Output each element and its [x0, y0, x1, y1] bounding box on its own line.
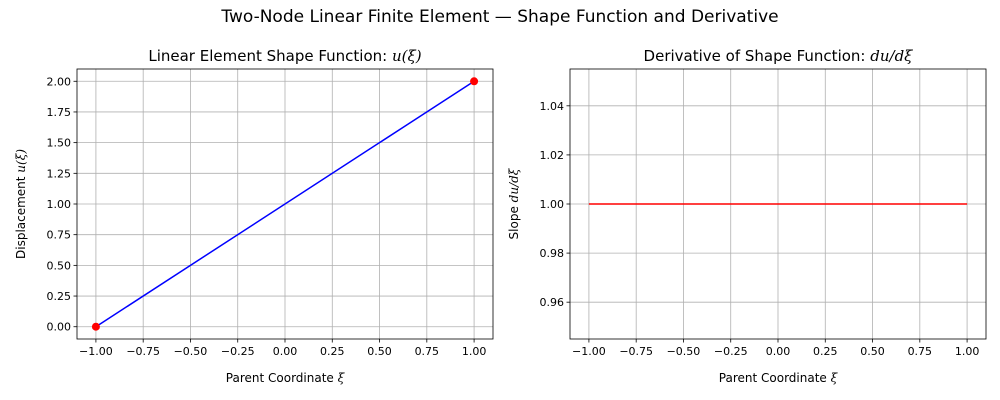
shape-series-1-marker-0: [91, 322, 100, 331]
deriv-x-axis-label: Parent Coordinate ξ: [719, 371, 839, 385]
shape-x-tick-label-6: 0.50: [367, 345, 392, 358]
chart-panel-shape-function: −1.00 −0.75 −0.50 −0.25 0.00 0.25 0.50 0.75 1.00…: [14, 47, 494, 385]
deriv-y-tick-label-4: 1.04: [540, 100, 565, 113]
figure-suptitle: Two-Node Linear Finite Element — Shape F…: [220, 7, 778, 27]
shape-x-tick-label-8: 1.00: [462, 345, 487, 358]
deriv-x-axis-label-math: ξ: [831, 371, 839, 385]
shape-series-0-line: [95, 80, 475, 328]
shape-y-tick-label-2: 0.50: [47, 259, 72, 272]
shape-x-tick-label-1: −0.75: [126, 345, 160, 358]
shape-y-tick-label-7: 1.75: [47, 106, 72, 119]
deriv-x-tick-label-7: 0.75: [908, 345, 933, 358]
shape-y-tick-label-4: 1.00: [47, 198, 72, 211]
shape-chart-title-text: Linear Element Shape Function:: [148, 47, 392, 65]
shape-y-axis-label: Displacement u(ξ): [14, 149, 28, 259]
deriv-y-tick-label-3: 1.02: [540, 149, 565, 162]
deriv-y-tick-label-2: 1.00: [540, 198, 565, 211]
shape-chart-title-math: u(ξ): [392, 47, 422, 65]
deriv-x-tick-label-3: −0.25: [714, 345, 748, 358]
shape-y-tick-label-1: 0.25: [47, 290, 72, 303]
deriv-x-tick-label-5: 0.25: [813, 345, 838, 358]
shape-y-tick-label-0: 0.00: [47, 321, 72, 334]
deriv-chart-title-text: Derivative of Shape Function:: [644, 47, 871, 65]
deriv-y-tick-label-1: 0.98: [540, 247, 565, 260]
chart-panel-derivative: −1.00 −0.75 −0.50 −0.25 0.00 0.25 0.50 0.75 1.00…: [507, 47, 987, 385]
deriv-x-tick-label-6: 0.50: [860, 345, 885, 358]
deriv-x-tick-label-1: −0.75: [619, 345, 653, 358]
deriv-y-tick-label-0: 0.96: [540, 296, 565, 309]
shape-x-axis-label-math: ξ: [338, 371, 346, 385]
deriv-x-axis-label-text: Parent Coordinate: [719, 371, 831, 385]
deriv-y-axis-label-math: du/dξ: [507, 167, 521, 202]
deriv-y-axis-label-text: Slope: [507, 202, 521, 239]
shape-y-tick-label-8: 2.00: [47, 75, 72, 88]
shape-x-tick-label-3: −0.25: [221, 345, 255, 358]
deriv-chart-title-math: du/dξ: [870, 47, 913, 65]
deriv-chart-title: Derivative of Shape Function: du/dξ: [644, 47, 914, 65]
shape-x-tick-label-4: 0.00: [273, 345, 298, 358]
shape-y-axis-label-text: Displacement: [14, 173, 28, 259]
shape-series-1-marker-1: [470, 77, 479, 86]
shape-y-axis-label-math: u(ξ): [14, 149, 28, 173]
deriv-x-tick-label-4: 0.00: [766, 345, 791, 358]
shape-x-axis-label: Parent Coordinate ξ: [226, 371, 346, 385]
shape-y-tick-label-5: 1.25: [47, 167, 72, 180]
deriv-y-axis-label: Slope du/dξ: [507, 167, 521, 239]
shape-x-axis-label-text: Parent Coordinate: [226, 371, 338, 385]
deriv-x-tick-label-2: −0.50: [667, 345, 701, 358]
shape-x-tick-label-5: 0.25: [320, 345, 345, 358]
shape-y-tick-label-3: 0.75: [47, 229, 72, 242]
deriv-x-tick-label-0: −1.00: [572, 345, 606, 358]
shape-x-tick-label-7: 0.75: [415, 345, 440, 358]
shape-chart-title: Linear Element Shape Function: u(ξ): [148, 47, 421, 65]
deriv-x-tick-label-8: 1.00: [955, 345, 980, 358]
shape-x-tick-label-2: −0.50: [174, 345, 208, 358]
shape-x-tick-label-0: −1.00: [79, 345, 113, 358]
shape-y-tick-label-6: 1.50: [47, 137, 72, 150]
